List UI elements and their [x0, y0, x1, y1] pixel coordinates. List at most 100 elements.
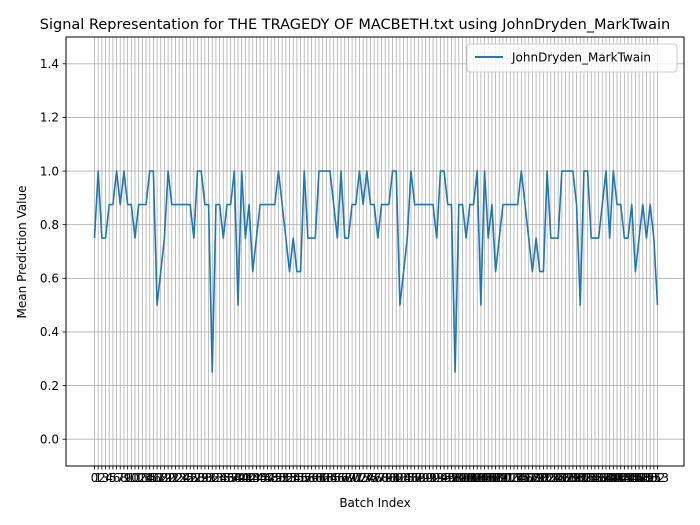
x-tick-label: 36 [219, 471, 234, 485]
x-tick-label: 81 [385, 471, 400, 485]
x-tick-label: 1 [94, 471, 102, 485]
plot-area-frame [65, 36, 685, 467]
x-tick-label: 72 [352, 471, 367, 485]
x-tick-label: 5 [109, 471, 117, 485]
x-tick-label: 27 [186, 471, 201, 485]
x-tick-label: 125 [543, 471, 566, 485]
x-tick-label: 30 [197, 471, 212, 485]
x-tick-label: 131 [565, 471, 588, 485]
x-tick-label: 29 [194, 471, 209, 485]
x-tick-label: 83 [392, 471, 407, 485]
x-tick-label: 98 [447, 471, 462, 485]
x-tick-label: 133 [572, 471, 595, 485]
x-tick-label: 123 [536, 471, 559, 485]
x-tick-label: 40 [234, 471, 249, 485]
legend-label: JohnDryden_MarkTwain [511, 51, 651, 65]
x-tick-label: 147 [624, 471, 647, 485]
x-tick-label: 97 [444, 471, 459, 485]
x-tick-label: 94 [433, 471, 448, 485]
x-tick-label: 108 [480, 471, 503, 485]
grid-lines [66, 37, 684, 466]
x-tick-label: 106 [473, 471, 496, 485]
x-tick-label: 114 [503, 471, 526, 485]
x-tick-label: 14 [138, 471, 153, 485]
x-tick-label: 127 [550, 471, 573, 485]
x-tick-label: 61 [311, 471, 326, 485]
x-tick-label: 95 [436, 471, 451, 485]
x-tick-label: 52 [278, 471, 293, 485]
x-tick-label: 2 [98, 471, 106, 485]
y-axis-ticks: 0.0 0.2 0.4 0.6 0.8 1.0 1.2 1.4 [40, 57, 66, 446]
x-tick-label: 113 [499, 471, 522, 485]
x-tick-label: 151 [639, 471, 662, 485]
x-tick-label: 130 [561, 471, 584, 485]
x-tick-label: 126 [547, 471, 570, 485]
x-tick-label: 110 [488, 471, 511, 485]
x-tick-label: 9 [124, 471, 132, 485]
x-tick-label: 120 [525, 471, 548, 485]
y-axis-title: Mean Prediction Value [15, 186, 29, 319]
x-tick-label: 85 [400, 471, 415, 485]
x-tick-label: 0 [91, 471, 99, 485]
x-tick-label: 28 [190, 471, 205, 485]
x-axis-title: Batch Index [339, 496, 410, 510]
x-tick-label: 57 [297, 471, 312, 485]
x-tick-label: 90 [418, 471, 433, 485]
x-tick-label: 54 [286, 471, 301, 485]
x-tick-label: 103 [462, 471, 485, 485]
x-tick-label: 3 [102, 471, 110, 485]
x-tick-label: 112 [495, 471, 518, 485]
x-tick-label: 11 [127, 471, 142, 485]
x-tick-label: 56 [293, 471, 308, 485]
x-tick-label: 128 [554, 471, 577, 485]
x-tick-label: 73 [355, 471, 370, 485]
x-tick-label: 20 [160, 471, 175, 485]
series-line-johndryden-marktwain [93, 170, 659, 373]
x-tick-label: 150 [635, 471, 658, 485]
x-tick-label: 141 [602, 471, 625, 485]
x-tick-label: 31 [201, 471, 216, 485]
x-tick-label: 76 [367, 471, 382, 485]
x-tick-label: 12 [131, 471, 146, 485]
x-tick-label: 118 [517, 471, 540, 485]
x-tick-label: 48 [263, 471, 278, 485]
x-tick-label: 137 [587, 471, 610, 485]
x-tick-label: 58 [300, 471, 315, 485]
x-tick-label: 62 [315, 471, 330, 485]
x-tick-label: 87 [407, 471, 422, 485]
x-tick-label: 55 [289, 471, 304, 485]
x-tick-label: 19 [157, 471, 172, 485]
x-tick-label: 24 [175, 471, 190, 485]
x-tick-label: 59 [304, 471, 319, 485]
x-tick-label: 135 [580, 471, 603, 485]
x-tick-label: 71 [348, 471, 363, 485]
x-tick-label: 149 [631, 471, 654, 485]
x-tick-label: 65 [326, 471, 341, 485]
x-tick-label: 105 [469, 471, 492, 485]
x-tick-label: 64 [322, 471, 337, 485]
series-layer [93, 170, 659, 373]
x-tick-label: 104 [466, 471, 489, 485]
x-tick-label: 26 [183, 471, 198, 485]
x-tick-label: 89 [414, 471, 429, 485]
legend-box [466, 43, 678, 73]
x-tick-label: 70 [344, 471, 359, 485]
x-tick-label: 38 [227, 471, 242, 485]
x-tick-label: 80 [381, 471, 396, 485]
x-tick-label: 117 [514, 471, 537, 485]
x-tick-label: 74 [359, 471, 374, 485]
x-tick-label: 100 [451, 471, 474, 485]
x-tick-label: 75 [363, 471, 378, 485]
x-tick-label: 68 [337, 471, 352, 485]
x-tick-label: 22 [168, 471, 183, 485]
x-tick-label: 51 [275, 471, 290, 485]
x-tick-label: 13 [135, 471, 150, 485]
x-tick-label: 124 [539, 471, 562, 485]
x-tick-label: 46 [256, 471, 271, 485]
y-tick-label: 1.0 [40, 164, 59, 178]
x-tick-label: 16 [146, 471, 161, 485]
x-tick-label: 39 [230, 471, 245, 485]
legend: JohnDryden_MarkTwain [466, 43, 678, 73]
x-tick-label: 91 [422, 471, 437, 485]
x-tick-label: 49 [267, 471, 282, 485]
